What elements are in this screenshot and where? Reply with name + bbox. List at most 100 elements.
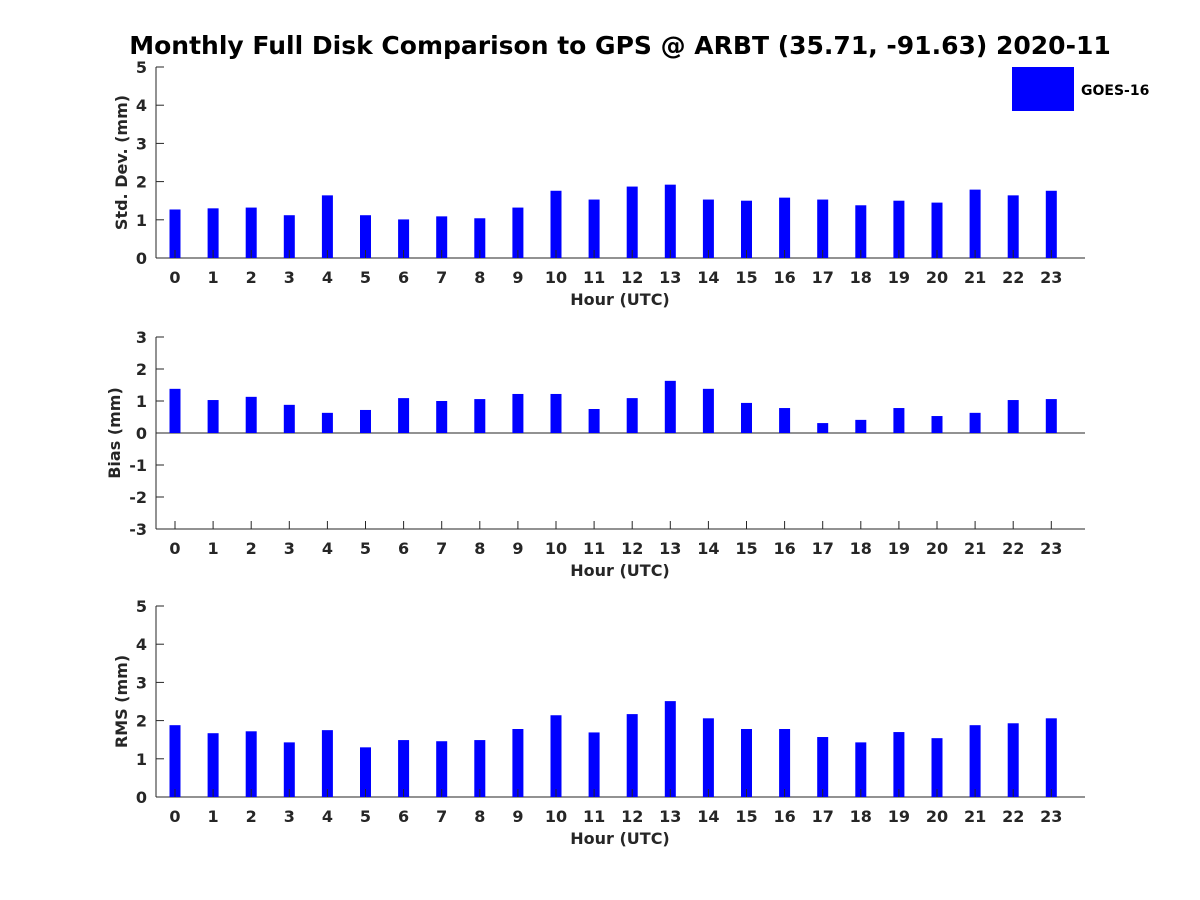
- y-tick-label: -3: [129, 520, 147, 539]
- bar-hour-14: [702, 199, 714, 258]
- y-tick-label: -2: [129, 488, 147, 507]
- x-tick-label: 21: [964, 539, 986, 558]
- bar-hour-4: [321, 195, 333, 258]
- bar-hour-6: [398, 398, 410, 433]
- x-tick-label: 16: [773, 268, 795, 287]
- bar-hour-9: [512, 393, 524, 433]
- bar-hour-1: [207, 208, 219, 258]
- x-tick-label: 2: [246, 539, 257, 558]
- bar-hour-8: [474, 740, 486, 797]
- x-tick-label: 22: [1002, 539, 1024, 558]
- x-tick-label: 21: [964, 807, 986, 826]
- x-tick-label: 18: [850, 807, 872, 826]
- x-axis-label: Hour (UTC): [570, 561, 670, 580]
- bar-hour-18: [855, 205, 867, 258]
- x-tick-label: 6: [398, 268, 409, 287]
- x-tick-label: 16: [773, 539, 795, 558]
- bar-hour-7: [436, 741, 448, 797]
- x-tick-label: 3: [284, 807, 295, 826]
- x-tick-label: 6: [398, 807, 409, 826]
- x-tick-label: 8: [474, 807, 485, 826]
- x-tick-label: 0: [169, 268, 180, 287]
- x-tick-label: 8: [474, 268, 485, 287]
- bar-hour-15: [741, 402, 752, 433]
- bar-hour-3: [283, 404, 295, 433]
- bar-hour-18: [855, 419, 867, 433]
- bar-hour-17: [817, 199, 829, 258]
- x-tick-label: 2: [246, 807, 257, 826]
- x-tick-label: 19: [888, 539, 910, 558]
- bar-hour-12: [626, 398, 638, 433]
- x-tick-label: 18: [850, 539, 872, 558]
- x-tick-label: 3: [284, 539, 295, 558]
- y-tick-label: -1: [129, 456, 147, 475]
- x-tick-label: 10: [545, 539, 567, 558]
- y-tick-label: 3: [136, 328, 147, 347]
- bar-hour-3: [283, 215, 295, 258]
- x-tick-label: 1: [208, 807, 219, 826]
- x-tick-label: 4: [322, 268, 333, 287]
- bar-hour-21: [969, 189, 981, 258]
- bar-hour-12: [626, 714, 638, 797]
- x-tick-label: 15: [735, 807, 757, 826]
- x-tick-label: 11: [583, 539, 605, 558]
- x-tick-label: 5: [360, 807, 371, 826]
- x-tick-label: 14: [697, 268, 719, 287]
- x-tick-label: 1: [208, 268, 219, 287]
- x-tick-label: 13: [659, 268, 681, 287]
- bar-hour-5: [360, 747, 371, 797]
- bar-hour-9: [512, 207, 524, 258]
- bar-hour-19: [893, 200, 905, 258]
- x-tick-label: 20: [926, 268, 948, 287]
- y-tick-label: 3: [136, 134, 147, 153]
- bar-hour-5: [360, 215, 371, 258]
- x-tick-label: 21: [964, 268, 986, 287]
- bar-hour-17: [817, 423, 829, 433]
- chart-title: Monthly Full Disk Comparison to GPS @ AR…: [129, 31, 1111, 60]
- bar-hour-14: [702, 718, 714, 797]
- x-tick-label: 7: [436, 539, 447, 558]
- y-tick-label: 2: [136, 360, 147, 379]
- bar-hour-22: [1007, 723, 1019, 797]
- x-tick-label: 10: [545, 268, 567, 287]
- y-tick-label: 5: [136, 58, 147, 77]
- y-axis-label: Bias (mm): [105, 387, 124, 479]
- y-axis-label: Std. Dev. (mm): [112, 95, 131, 230]
- x-tick-label: 22: [1002, 268, 1024, 287]
- bar-hour-22: [1007, 400, 1019, 433]
- bar-hour-16: [779, 729, 791, 797]
- x-tick-label: 5: [360, 539, 371, 558]
- x-tick-label: 17: [812, 539, 834, 558]
- x-tick-label: 3: [284, 268, 295, 287]
- legend: GOES-16: [1012, 67, 1149, 111]
- y-tick-label: 0: [136, 249, 147, 268]
- x-tick-label: 13: [659, 807, 681, 826]
- x-tick-label: 12: [621, 268, 643, 287]
- bar-hour-16: [779, 408, 791, 433]
- x-tick-label: 7: [436, 268, 447, 287]
- bar-hour-23: [1045, 399, 1057, 433]
- x-tick-label: 15: [735, 268, 757, 287]
- bar-hour-9: [512, 729, 524, 797]
- x-tick-label: 17: [812, 807, 834, 826]
- bar-hour-8: [474, 399, 486, 433]
- bar-hour-16: [779, 197, 791, 258]
- bar-hour-11: [588, 732, 600, 797]
- x-tick-label: 20: [926, 807, 948, 826]
- x-tick-label: 5: [360, 268, 371, 287]
- x-tick-label: 20: [926, 539, 948, 558]
- y-tick-label: 3: [136, 673, 147, 692]
- bar-hour-11: [588, 199, 600, 258]
- x-tick-label: 14: [697, 807, 719, 826]
- y-tick-label: 2: [136, 712, 147, 731]
- x-tick-label: 14: [697, 539, 719, 558]
- x-tick-label: 23: [1040, 807, 1062, 826]
- bar-hour-0: [169, 388, 181, 433]
- bar-hour-13: [664, 184, 676, 258]
- bar-hour-5: [360, 409, 371, 433]
- x-tick-label: 4: [322, 539, 333, 558]
- x-tick-label: 11: [583, 268, 605, 287]
